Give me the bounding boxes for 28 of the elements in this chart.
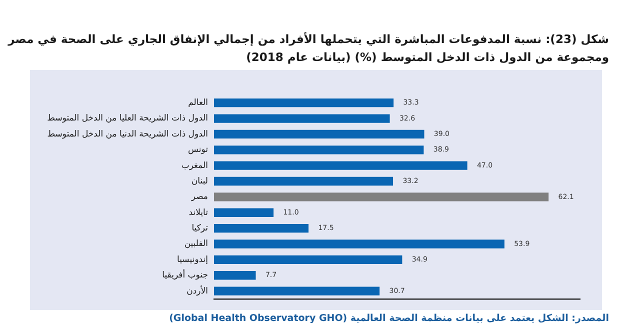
y-tick-label: الفلبين (184, 239, 208, 250)
bar (214, 146, 424, 154)
y-tick-label: جنوب أفريقيا (162, 268, 208, 281)
bar (214, 192, 549, 202)
bar (214, 161, 468, 170)
bar (214, 271, 256, 280)
y-tick-label: العالم (188, 98, 208, 108)
bar (214, 176, 394, 186)
text: المصدر: الشكل يعتمد على بيانات منظمة الصحة العالمية (Global Health Observatory GHO) (168, 313, 609, 324)
chart-title: شكل (23): نسبة المدفوعات المباشرة التي يتحملها الأفراد من إجمالي الإنفاق الجاري على الصحة في مصر ومجموعة من الدول ذات الدخل المتوسط (%) (بيانات عام 2018) (8, 31, 609, 66)
bar (214, 286, 380, 296)
y-tick-label: مصر (190, 192, 208, 202)
y-tick-label: الدول ذات الشريحة الدنيا من الدخل المتوسط (47, 129, 208, 140)
y-tick-label: الدول ذات الشريحة العليا من الدخل المتوسط (47, 114, 208, 124)
bar (214, 208, 274, 217)
y-tick-label: إندونيسيا (177, 254, 208, 265)
y-tick-label: الأردن (186, 284, 208, 296)
y-tick-label: لبنان (191, 176, 208, 186)
bar (214, 114, 390, 123)
y-tick-label: تركيا (192, 224, 209, 234)
bar (214, 224, 309, 233)
bar (214, 255, 402, 264)
bar (214, 130, 424, 139)
bar (214, 240, 504, 248)
y-tick-label: تايلاند (188, 208, 209, 218)
bar (214, 98, 394, 108)
y-tick-label: تونس (188, 145, 209, 156)
y-tick-label: المغرب (181, 160, 208, 171)
